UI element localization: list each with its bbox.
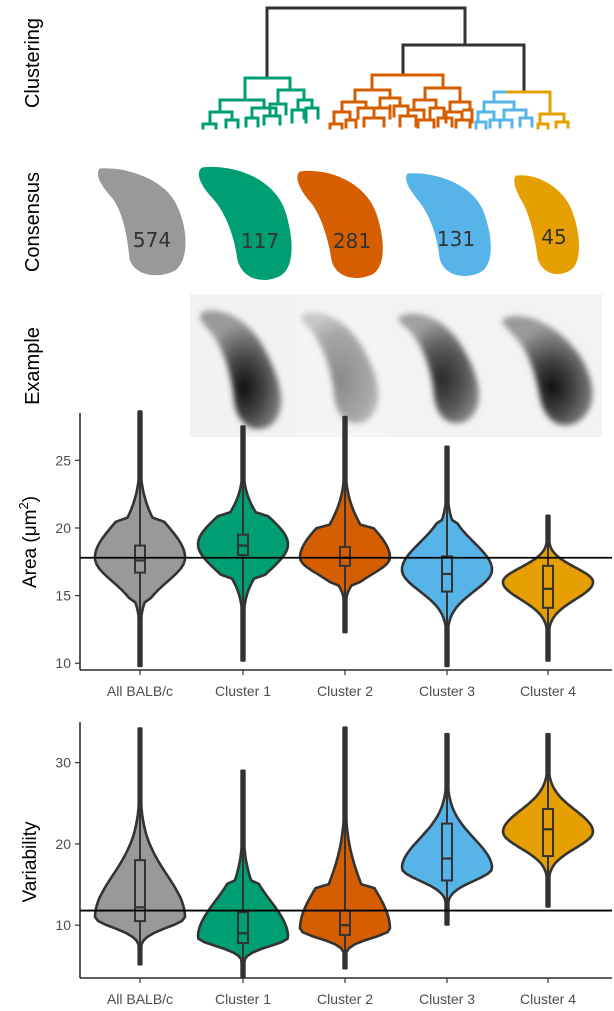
iqr-box [134,859,146,923]
dendrogram-cluster-1 [201,76,320,130]
y-tick-label: 20 [55,836,71,852]
row-label-example: Example [22,327,44,405]
area-y-axis-title: Area (μm2) [16,496,41,588]
y-tick-label: 30 [55,755,71,771]
variability-plot: 10 20 30 All BALB/c Cluster 1 Cluster 2 Cluste… [55,722,612,1007]
example-image-cluster-4 [495,294,602,437]
x-tick-label: Cluster 3 [419,683,475,699]
example-image-cluster-2 [295,294,390,437]
iqr-box [542,807,554,858]
x-tick-label: All BALB/c [107,991,173,1007]
dendrogram-cluster-3 [474,90,534,130]
x-tick-label: Cluster 1 [215,991,271,1007]
consensus-shape-cluster-4: 45 [514,175,579,274]
violin-cluster-4 [501,732,595,908]
y-tick-label: 15 [55,588,71,604]
row-label-consensus: Consensus [22,172,44,272]
x-tick-label: Cluster 4 [520,991,576,1007]
violin-cluster-1 [196,425,290,662]
iqr-box [339,545,351,567]
x-tick-label: Cluster 2 [317,991,373,1007]
dendrogram-cluster-4 [506,90,570,130]
x-tick-label: Cluster 4 [520,683,576,699]
iqr-box [237,911,249,945]
consensus-count-cluster-1: 117 [241,229,279,253]
example-image-cluster-1 [190,294,295,437]
y-tick-label: 20 [55,520,71,536]
consensus-shape [98,168,186,276]
consensus-shape-cluster-2: 281 [297,170,383,278]
consensus-shape [514,175,579,274]
y-tick-label: 10 [55,655,71,671]
consensus-shape [406,173,491,276]
example-row [190,294,602,437]
x-tick-label: All BALB/c [107,683,173,699]
consensus-shape [297,170,383,278]
iqr-box [441,822,453,882]
consensus-shape [198,166,292,280]
clustering-dendrogram [201,6,570,130]
area-violin-panel: Area (μm2) 10 15 20 25 All BALB/c Cluster 1 Cl… [16,410,612,699]
iqr-box [542,564,554,609]
dendrogram-cluster-2 [328,73,474,130]
x-tick-label: Cluster 1 [215,683,271,699]
variability-y-axis-title: Variability [20,821,41,902]
x-tick-label: Cluster 3 [419,991,475,1007]
dendrogram-root-branches [265,6,526,94]
area-plot: 10 15 20 25 All BALB/c Cluster 1 Cluster 2 Clus… [55,410,612,699]
y-tick-label: 10 [55,917,71,933]
consensus-shape-cluster-1: 117 [198,166,292,280]
x-tick-label: Cluster 2 [317,683,373,699]
iqr-box [134,544,146,574]
consensus-shape-all: 574 [98,168,186,276]
y-tick-label: 25 [55,452,71,468]
consensus-count-cluster-4: 45 [541,225,566,249]
consensus-count-all: 574 [133,228,171,252]
violin-cluster-3 [400,732,494,926]
variability-violin-panel: Variability 10 20 30 All BALB/c Cluster 1 Clu… [20,722,612,1007]
consensus-count-cluster-2: 281 [333,229,371,253]
row-label-clustering: Clustering [22,18,44,108]
example-image-cluster-3 [390,294,495,437]
consensus-count-cluster-3: 131 [437,227,475,251]
consensus-shape-cluster-3: 131 [406,173,491,276]
consensus-row: 574 117 281 131 45 [98,166,579,280]
